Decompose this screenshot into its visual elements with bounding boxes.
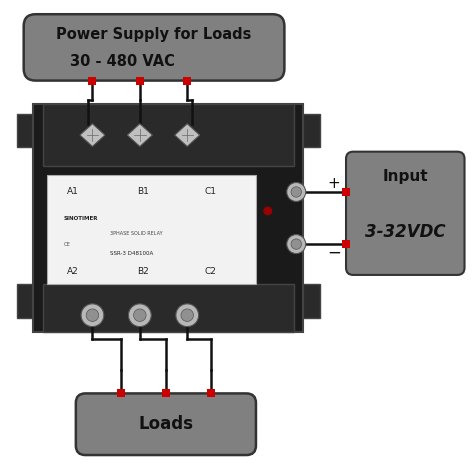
Circle shape [287, 182, 306, 201]
Circle shape [181, 309, 193, 321]
Text: 30 - 480 VAC: 30 - 480 VAC [70, 55, 175, 70]
Bar [47, 175, 256, 284]
Circle shape [86, 309, 99, 321]
FancyBboxPatch shape [76, 393, 256, 455]
Circle shape [81, 304, 104, 327]
Bar [17, 114, 36, 147]
Bar [301, 114, 320, 147]
Circle shape [291, 187, 301, 197]
Text: +: + [328, 176, 340, 191]
FancyBboxPatch shape [24, 14, 284, 81]
Text: SINOTIMER: SINOTIMER [64, 217, 99, 221]
Polygon shape [175, 124, 200, 146]
Text: −: − [327, 244, 341, 262]
Text: A1: A1 [66, 187, 78, 196]
FancyBboxPatch shape [346, 152, 465, 275]
Text: Power Supply for Loads: Power Supply for Loads [56, 27, 252, 42]
Text: Input: Input [383, 169, 428, 184]
Circle shape [134, 309, 146, 321]
Text: 3PHASE SOLID RELAY: 3PHASE SOLID RELAY [110, 231, 163, 236]
Circle shape [287, 235, 306, 254]
Circle shape [176, 304, 199, 327]
Bar [43, 284, 294, 332]
Polygon shape [128, 124, 152, 146]
Text: C1: C1 [204, 187, 216, 196]
Text: CE: CE [64, 242, 71, 246]
Polygon shape [80, 124, 105, 146]
Circle shape [291, 239, 301, 249]
Text: B2: B2 [137, 267, 149, 276]
Text: 3-32VDC: 3-32VDC [365, 223, 446, 241]
Text: B1: B1 [137, 187, 149, 196]
Bar [17, 284, 36, 318]
Text: C2: C2 [204, 267, 216, 276]
Text: Loads: Loads [138, 415, 193, 433]
Circle shape [264, 207, 272, 215]
Bar [301, 284, 320, 318]
Circle shape [128, 304, 151, 327]
Bar [33, 104, 303, 332]
Bar [43, 104, 294, 166]
Text: SSR-3 D48100A: SSR-3 D48100A [110, 251, 153, 256]
Text: A2: A2 [66, 267, 78, 276]
